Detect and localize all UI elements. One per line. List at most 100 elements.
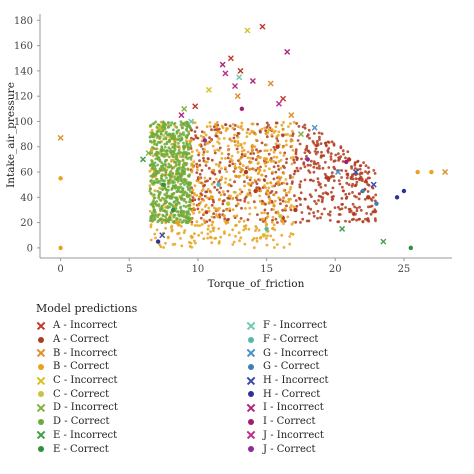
legend-label: C - Incorrect	[53, 375, 118, 387]
scatter-point-8	[172, 184, 175, 188]
scatter-point-4	[231, 197, 235, 201]
scatter-point-2	[320, 150, 323, 154]
scatter-point-2	[223, 217, 227, 221]
scatter-point-2	[202, 184, 205, 188]
scatter-point-8	[159, 176, 163, 180]
scatter-point-8	[164, 199, 168, 203]
dot-marker-icon	[36, 362, 46, 372]
scatter-point-2	[328, 219, 332, 222]
scatter-point-2	[301, 217, 305, 221]
scatter-point-8	[183, 161, 186, 165]
scatter-point-4	[213, 206, 216, 210]
scatter-point-2	[299, 180, 303, 183]
scatter-point-2	[337, 159, 340, 162]
scatter-point-2	[326, 150, 330, 154]
legend-label: D - Incorrect	[53, 402, 118, 414]
scatter-point-1	[280, 95, 287, 102]
scatter-point-8	[165, 176, 168, 180]
scatter-point-4	[238, 239, 241, 243]
scatter-point-4	[170, 160, 173, 163]
scatter-point-4	[227, 183, 231, 186]
scatter-point-4	[241, 128, 245, 131]
scatter-point-2	[332, 175, 336, 178]
scatter-point-4	[292, 205, 296, 209]
scatter-point-4	[195, 194, 199, 197]
x-tick-label: 5	[126, 264, 132, 275]
scatter-point-2	[294, 220, 298, 224]
scatter-point-4	[259, 189, 263, 193]
scatter-point-2	[285, 157, 289, 161]
scatter-point-4	[253, 206, 257, 210]
scatter-point-2	[273, 148, 277, 152]
scatter-point-2	[324, 141, 328, 145]
scatter-point-8	[183, 183, 186, 187]
scatter-point-4	[415, 169, 420, 175]
scatter-point-2	[351, 177, 355, 181]
legend-label: B - Correct	[53, 361, 109, 373]
scatter-point-4	[195, 149, 199, 152]
scatter-point-2	[263, 208, 267, 212]
scatter-point-4	[155, 228, 159, 232]
scatter-point-4	[282, 172, 285, 175]
scatter-point-2	[232, 136, 236, 140]
scatter-point-2	[366, 176, 370, 180]
scatter-point-2	[222, 199, 226, 202]
scatter-point-4	[264, 220, 267, 224]
cross-marker-icon	[36, 430, 46, 440]
scatter-point-2	[348, 220, 351, 224]
scatter-point-8	[165, 188, 169, 192]
scatter-point-4	[210, 223, 214, 227]
scatter-point-4	[203, 221, 207, 225]
scatter-point-2	[340, 169, 343, 172]
scatter-point-2	[319, 142, 323, 146]
scatter-point-2	[215, 135, 219, 138]
scatter-point-8	[153, 213, 157, 217]
scatter-point-8	[188, 207, 192, 211]
scatter-point-2	[316, 209, 320, 213]
scatter-point-4	[149, 223, 153, 227]
scatter-point-8	[164, 137, 168, 141]
scatter-point-2	[312, 211, 315, 215]
scatter-point-2	[291, 134, 294, 138]
scatter-point-2	[295, 166, 299, 170]
scatter-point-2	[321, 196, 325, 200]
scatter-point-8	[165, 140, 169, 144]
scatter-point-2	[337, 179, 341, 183]
scatter-point-4	[277, 130, 281, 134]
scatter-point-4	[190, 222, 194, 226]
scatter-point-8	[180, 174, 184, 177]
scatter-point-4	[248, 161, 252, 165]
scatter-point-4	[58, 176, 63, 181]
scatter-point-2	[206, 157, 210, 160]
scatter-point-2	[303, 123, 307, 127]
scatter-point-4	[199, 201, 203, 204]
scatter-point-2	[304, 197, 307, 201]
scatter-point-4	[196, 168, 199, 172]
scatter-point-2	[213, 151, 217, 155]
scatter-point-2	[306, 163, 310, 167]
scatter-point-4	[284, 200, 288, 204]
scatter-point-4	[258, 200, 262, 203]
x-tick-label: 25	[398, 264, 411, 275]
scatter-point-2	[208, 177, 212, 181]
scatter-point-2	[196, 136, 200, 140]
scatter-point-4	[162, 246, 166, 249]
x-tick-label: 20	[329, 264, 342, 275]
scatter-point-4	[192, 206, 196, 210]
scatter-point-2	[295, 204, 299, 208]
scatter-point-4	[285, 143, 288, 147]
scatter-point-4	[197, 233, 201, 237]
scatter-point-4	[279, 166, 283, 170]
scatter-point-2	[228, 160, 232, 164]
scatter-point-2	[222, 209, 225, 213]
scatter-point-2	[294, 150, 298, 154]
scatter-point-4	[209, 195, 214, 200]
scatter-point-4	[159, 245, 163, 249]
legend-item: I - Incorrect	[246, 401, 456, 415]
scatter-point-2	[319, 154, 323, 158]
scatter-point-4	[281, 146, 285, 149]
scatter-point-2	[324, 143, 328, 147]
scatter-point-4	[148, 209, 152, 213]
scatter-point-2	[208, 136, 211, 140]
scatter-point-2	[303, 165, 307, 169]
